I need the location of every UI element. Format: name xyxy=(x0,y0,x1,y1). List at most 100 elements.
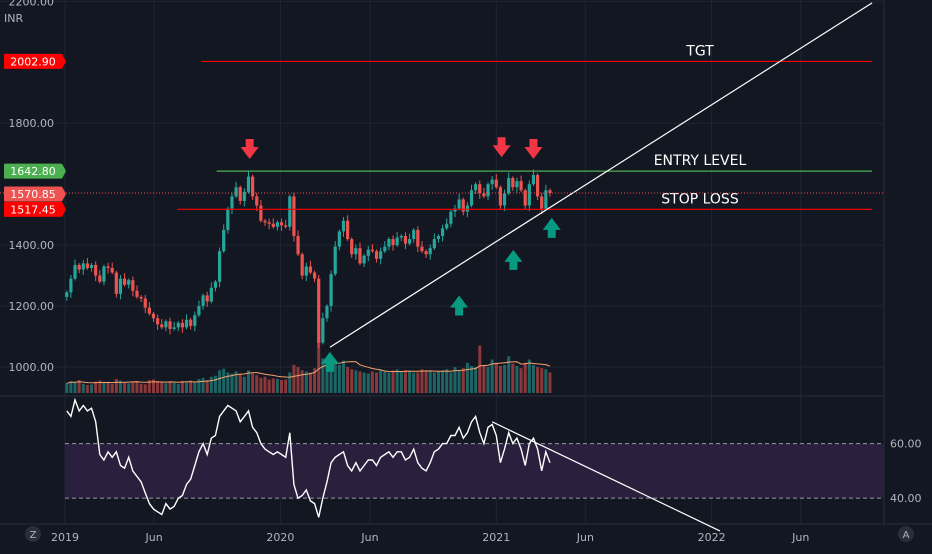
candle[interactable] xyxy=(453,204,457,218)
candle[interactable] xyxy=(98,270,102,284)
candle[interactable] xyxy=(135,285,139,299)
candle[interactable] xyxy=(213,279,218,292)
candle[interactable] xyxy=(102,264,106,286)
candle[interactable] xyxy=(362,253,366,268)
candle[interactable] xyxy=(304,262,308,282)
candle[interactable] xyxy=(77,263,81,274)
candle[interactable] xyxy=(205,291,209,307)
candle[interactable] xyxy=(346,215,350,241)
sell-arrow-icon[interactable] xyxy=(240,139,259,160)
candle[interactable] xyxy=(399,234,403,242)
candle[interactable] xyxy=(424,249,428,258)
candle[interactable] xyxy=(432,233,436,250)
candle[interactable] xyxy=(292,192,296,242)
candle[interactable] xyxy=(238,185,242,205)
candle[interactable] xyxy=(498,185,503,210)
candle[interactable] xyxy=(374,249,379,263)
candle[interactable] xyxy=(147,302,151,316)
candle[interactable] xyxy=(358,242,362,266)
candle[interactable] xyxy=(428,244,432,260)
candle[interactable] xyxy=(217,247,222,288)
candle[interactable] xyxy=(478,180,482,199)
candle[interactable] xyxy=(230,192,234,215)
candle[interactable] xyxy=(180,319,185,333)
candle[interactable] xyxy=(288,194,292,231)
candle[interactable] xyxy=(511,176,515,191)
candle[interactable] xyxy=(127,278,131,289)
candle[interactable] xyxy=(341,217,346,237)
candle[interactable] xyxy=(267,218,271,230)
candle[interactable] xyxy=(370,244,374,254)
candle[interactable] xyxy=(317,274,321,349)
candle[interactable] xyxy=(486,182,490,201)
candle[interactable] xyxy=(490,175,494,190)
candle[interactable] xyxy=(81,259,85,275)
timezone-button[interactable]: Z xyxy=(25,526,41,542)
candle[interactable] xyxy=(122,273,127,287)
candle[interactable] xyxy=(172,321,176,331)
candle[interactable] xyxy=(226,206,230,234)
candle[interactable] xyxy=(85,257,90,270)
candle[interactable] xyxy=(548,188,552,197)
candle[interactable] xyxy=(151,311,156,322)
candle[interactable] xyxy=(251,174,255,201)
candle[interactable] xyxy=(156,314,160,330)
horizontal-levels[interactable]: TGT ENTRY LEVEL STOP LOSS xyxy=(177,43,873,210)
candle[interactable] xyxy=(131,276,135,297)
price-axis[interactable]: 1000.00 1200.00 1400.00 1800.00 2200.00 xyxy=(9,0,55,374)
candle[interactable] xyxy=(457,193,461,211)
sell-arrow-icon[interactable] xyxy=(524,139,543,160)
candle[interactable] xyxy=(461,197,465,216)
candle[interactable] xyxy=(242,188,246,207)
candle[interactable] xyxy=(73,259,77,281)
candle[interactable] xyxy=(350,237,354,258)
candle[interactable] xyxy=(519,175,523,193)
candle[interactable] xyxy=(523,188,527,210)
candle[interactable] xyxy=(329,270,333,312)
candle[interactable] xyxy=(176,320,180,332)
candle[interactable] xyxy=(416,226,420,253)
candle[interactable] xyxy=(494,174,498,190)
candle[interactable] xyxy=(449,209,453,228)
buy-arrow-icon[interactable] xyxy=(542,217,561,238)
buy-arrow-icon[interactable] xyxy=(504,249,523,270)
candle[interactable] xyxy=(325,304,329,322)
candle[interactable] xyxy=(445,218,449,231)
candle[interactable] xyxy=(201,293,205,310)
candle[interactable] xyxy=(366,246,370,262)
candle[interactable] xyxy=(531,169,536,187)
candle[interactable] xyxy=(222,224,226,254)
candle[interactable] xyxy=(143,294,147,314)
candle[interactable] xyxy=(284,219,288,229)
candle[interactable] xyxy=(412,228,416,243)
candle[interactable] xyxy=(160,318,164,330)
candle[interactable] xyxy=(544,184,548,211)
candle[interactable] xyxy=(379,247,383,265)
auto-scale-button[interactable]: A xyxy=(898,526,914,542)
candle[interactable] xyxy=(535,173,540,201)
candle[interactable] xyxy=(354,244,358,260)
candle[interactable] xyxy=(275,220,279,231)
candle[interactable] xyxy=(139,295,143,303)
candle[interactable] xyxy=(507,172,511,196)
buy-arrow-icon[interactable] xyxy=(320,351,339,372)
candle[interactable] xyxy=(337,229,341,251)
sell-arrow-icon[interactable] xyxy=(492,137,511,158)
candle[interactable] xyxy=(333,241,337,276)
buy-arrow-icon[interactable] xyxy=(450,295,469,316)
rsi-trendline[interactable] xyxy=(491,421,721,532)
candle[interactable] xyxy=(118,274,123,300)
candle[interactable] xyxy=(110,262,114,275)
candle[interactable] xyxy=(540,192,544,215)
candle[interactable] xyxy=(469,184,474,208)
time-axis[interactable]: 2019 Jun 2020 Jun 2021 Jun 2022 Jun xyxy=(51,531,809,544)
candle[interactable] xyxy=(259,200,263,223)
candle[interactable] xyxy=(515,177,519,193)
candle[interactable] xyxy=(69,274,73,298)
candle[interactable] xyxy=(189,317,193,330)
candle[interactable] xyxy=(312,270,317,283)
candle[interactable] xyxy=(65,290,69,301)
candle[interactable] xyxy=(164,319,168,332)
candle[interactable] xyxy=(184,314,189,330)
